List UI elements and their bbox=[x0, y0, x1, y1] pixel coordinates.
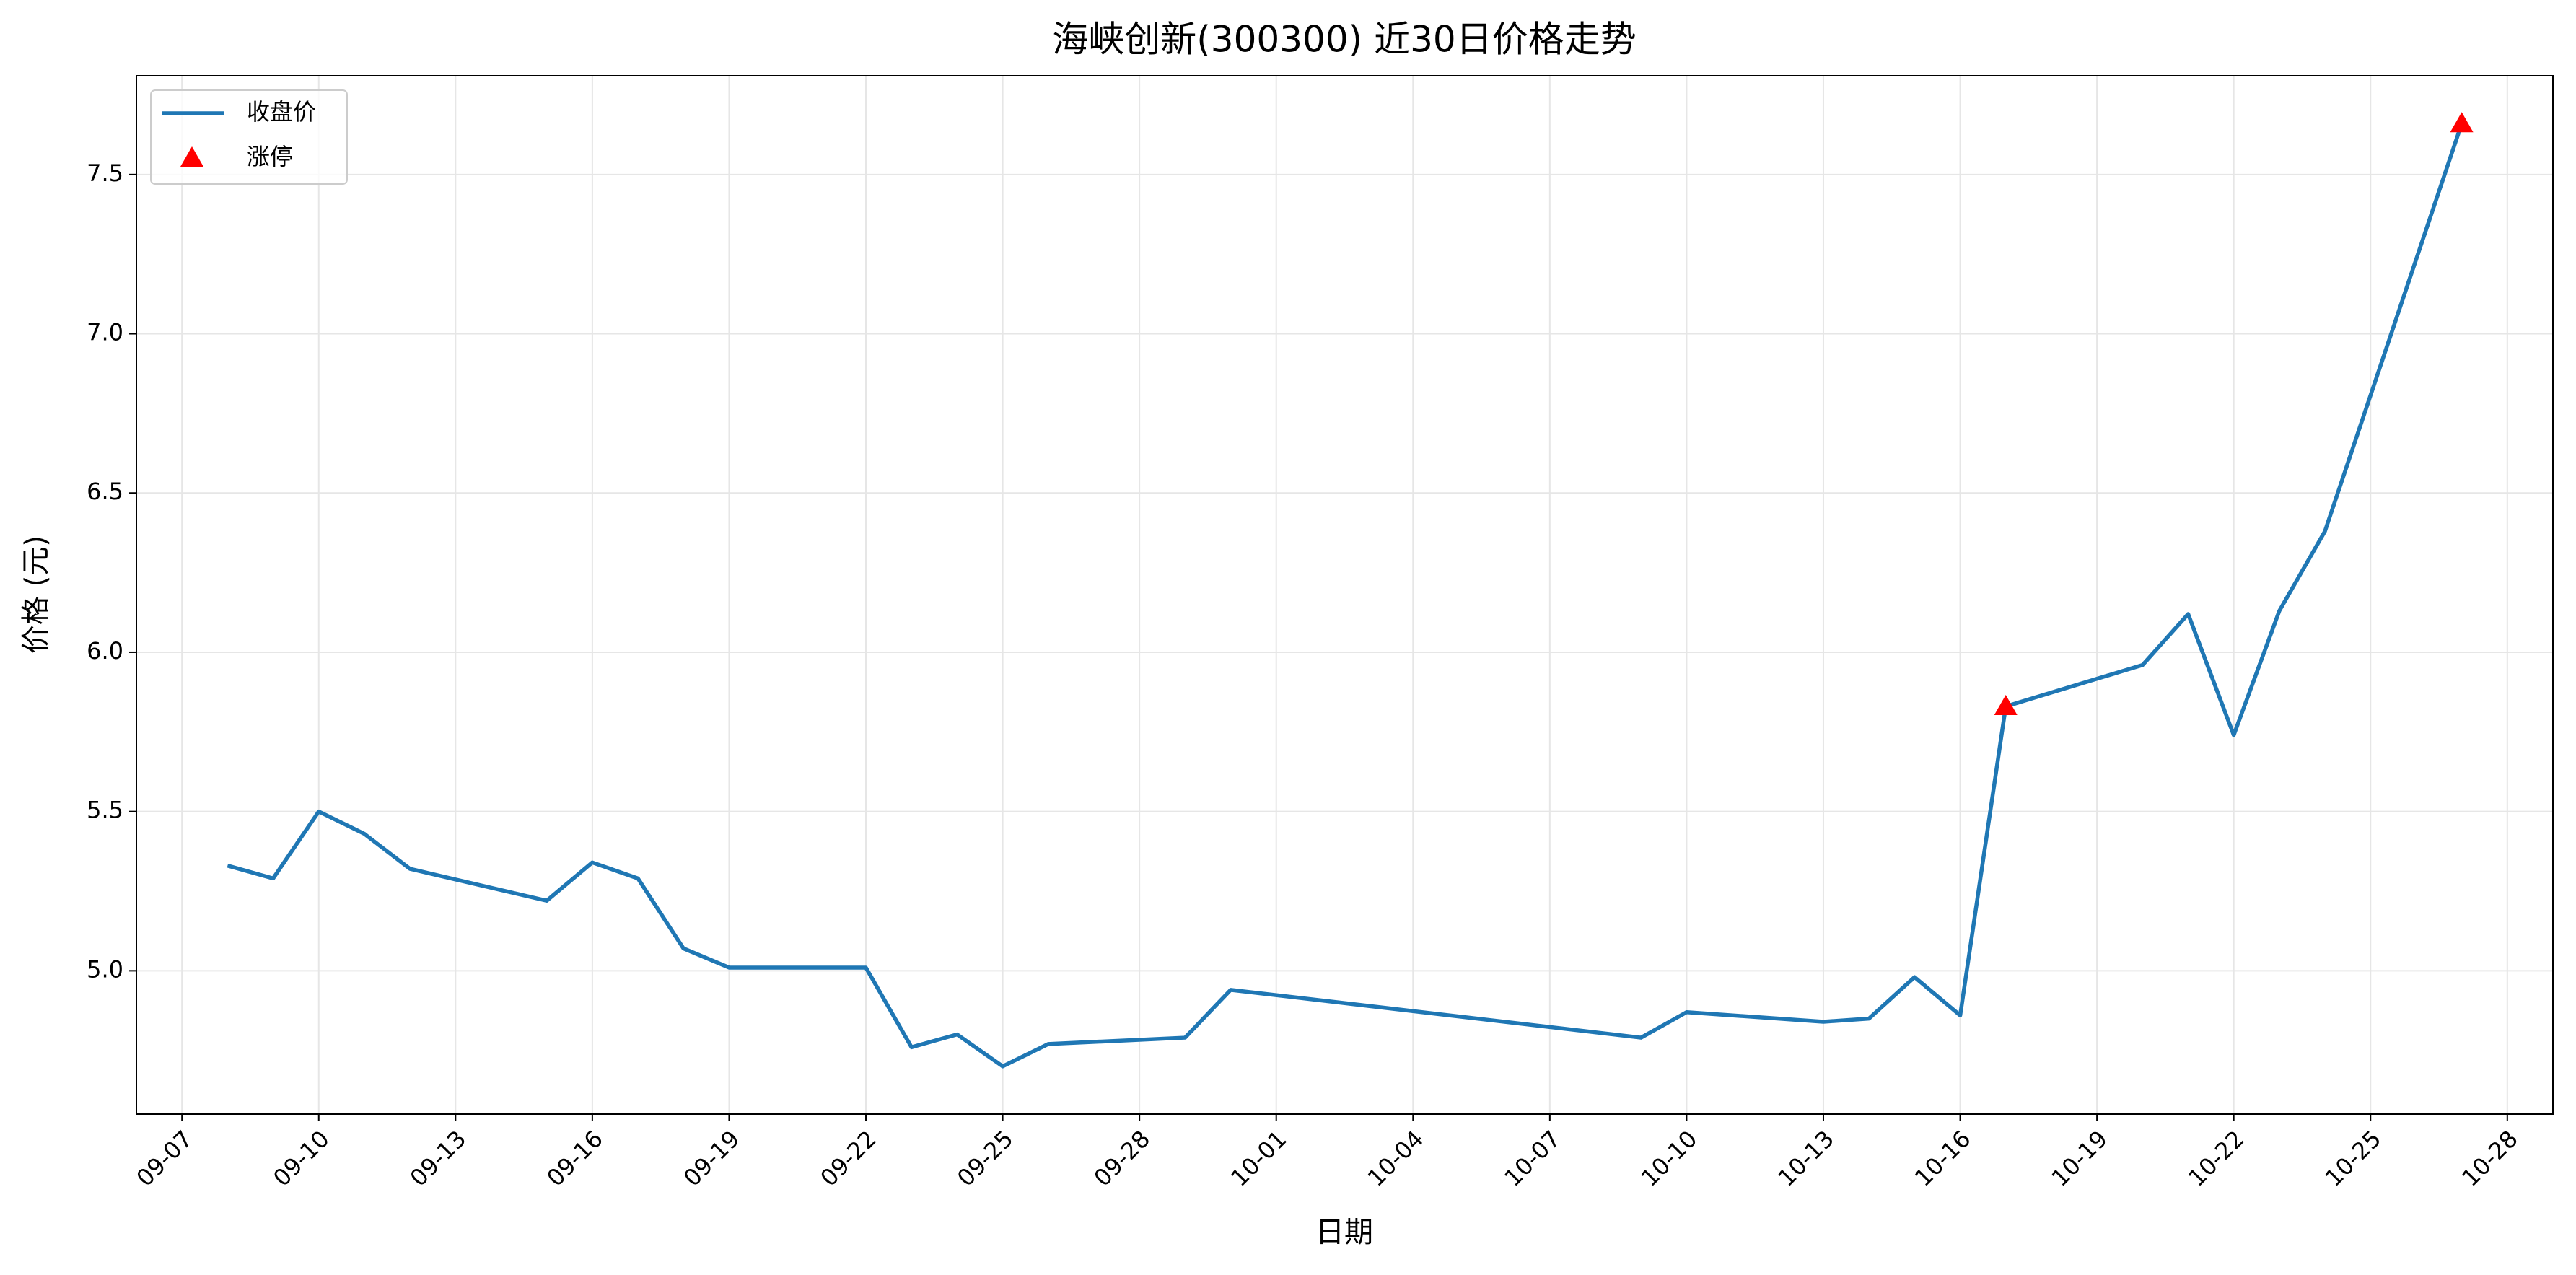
y-tick-label: 5.0 bbox=[87, 955, 123, 983]
y-tick-label: 7.5 bbox=[87, 159, 123, 187]
plot-frame bbox=[136, 75, 2554, 1115]
x-tick-label: 10-28 bbox=[2456, 1125, 2523, 1192]
x-tick-label: 09-16 bbox=[541, 1125, 608, 1192]
x-tick-label: 09-25 bbox=[952, 1125, 1019, 1192]
x-tick-label: 09-13 bbox=[405, 1125, 472, 1192]
y-tick-label: 5.5 bbox=[87, 797, 123, 824]
limit-up-marker bbox=[2450, 112, 2474, 133]
x-tick-label: 09-28 bbox=[1089, 1125, 1156, 1192]
x-tick-label: 10-22 bbox=[2183, 1125, 2250, 1192]
x-tick-label: 10-25 bbox=[2320, 1125, 2387, 1192]
x-tick-label: 09-07 bbox=[131, 1125, 198, 1192]
chart-title: 海峡创新(300300) 近30日价格走势 bbox=[1052, 19, 1636, 61]
legend-label: 收盘价 bbox=[247, 98, 316, 126]
price-line bbox=[227, 123, 2464, 1069]
x-tick-label: 10-07 bbox=[1499, 1125, 1566, 1192]
x-tick-label: 10-10 bbox=[1636, 1125, 1703, 1192]
y-tick-label: 7.0 bbox=[87, 319, 123, 346]
x-tick-label: 10-13 bbox=[1772, 1125, 1839, 1192]
x-tick-label: 10-04 bbox=[1362, 1125, 1429, 1192]
x-tick-label: 09-10 bbox=[268, 1125, 335, 1192]
y-tick-label: 6.5 bbox=[87, 478, 123, 505]
legend-label: 涨停 bbox=[247, 143, 293, 170]
x-tick-label: 10-01 bbox=[1225, 1125, 1292, 1192]
y-tick-label: 6.0 bbox=[87, 637, 123, 665]
x-tick-label: 09-22 bbox=[815, 1125, 882, 1192]
legend-marker bbox=[180, 146, 203, 167]
y-axis-label: 价格 (元) bbox=[19, 535, 53, 654]
x-tick-label: 10-16 bbox=[1909, 1125, 1976, 1192]
x-tick-label: 09-19 bbox=[678, 1125, 745, 1192]
x-axis-label: 日期 bbox=[1315, 1216, 1373, 1249]
limit-up-marker bbox=[1994, 694, 2018, 715]
x-tick-label: 10-19 bbox=[2046, 1125, 2113, 1192]
